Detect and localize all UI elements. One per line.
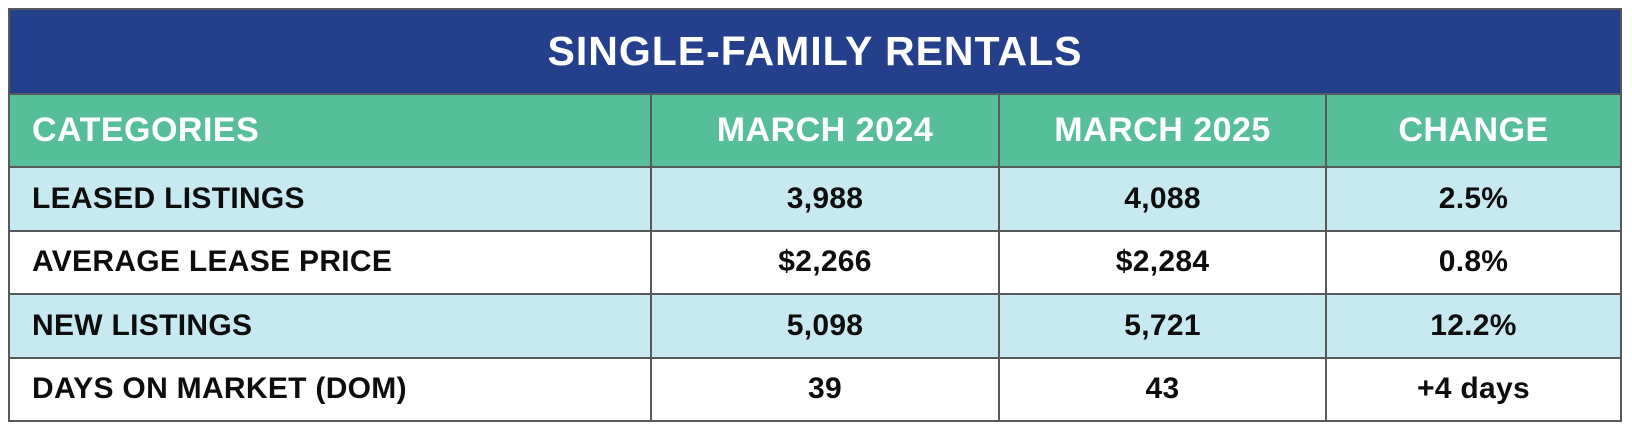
value-cell-march-2025: 43 [998, 358, 1325, 420]
category-cell: NEW LISTINGS [32, 308, 253, 342]
category-cell: AVERAGE LEASE PRICE [32, 245, 393, 279]
column-header-march-2024: MARCH 2024 [649, 95, 998, 166]
single-family-rentals-table: SINGLE-FAMILY RENTALS CATEGORIES MARCH 2… [8, 8, 1622, 422]
value-cell-change: 12.2% [1325, 295, 1620, 357]
table-row-leased-listings: LEASED LISTINGS 3,988 4,088 2.5% [10, 168, 1620, 230]
column-header-march-2025: MARCH 2025 [998, 95, 1325, 166]
column-header-change: CHANGE [1325, 95, 1620, 166]
value-cell-march-2025: 4,088 [998, 168, 1325, 230]
value-cell-march-2025: $2,284 [998, 231, 1325, 293]
table-row-new-listings: NEW LISTINGS 5,098 5,721 12.2% [10, 293, 1620, 357]
value-cell-march-2025: 5,721 [998, 295, 1325, 357]
table-row-days-on-market: DAYS ON MARKET (DOM) 39 43 +4 days [10, 356, 1620, 420]
value-cell-march-2024: 5,098 [649, 295, 998, 357]
category-cell: LEASED LISTINGS [32, 181, 305, 215]
value-cell-march-2024: $2,266 [649, 231, 998, 293]
value-cell-change: 0.8% [1325, 231, 1620, 293]
value-cell-march-2024: 39 [649, 358, 998, 420]
column-header-categories: CATEGORIES [32, 111, 260, 149]
value-cell-change: +4 days [1325, 358, 1620, 420]
value-cell-change: 2.5% [1325, 168, 1620, 230]
value-cell-march-2024: 3,988 [649, 168, 998, 230]
category-cell: DAYS ON MARKET (DOM) [32, 372, 407, 406]
table-header-row: CATEGORIES MARCH 2024 MARCH 2025 CHANGE [10, 95, 1620, 168]
table-title-bar: SINGLE-FAMILY RENTALS [10, 10, 1620, 95]
table-title: SINGLE-FAMILY RENTALS [547, 28, 1083, 74]
table-row-average-lease-price: AVERAGE LEASE PRICE $2,266 $2,284 0.8% [10, 229, 1620, 293]
